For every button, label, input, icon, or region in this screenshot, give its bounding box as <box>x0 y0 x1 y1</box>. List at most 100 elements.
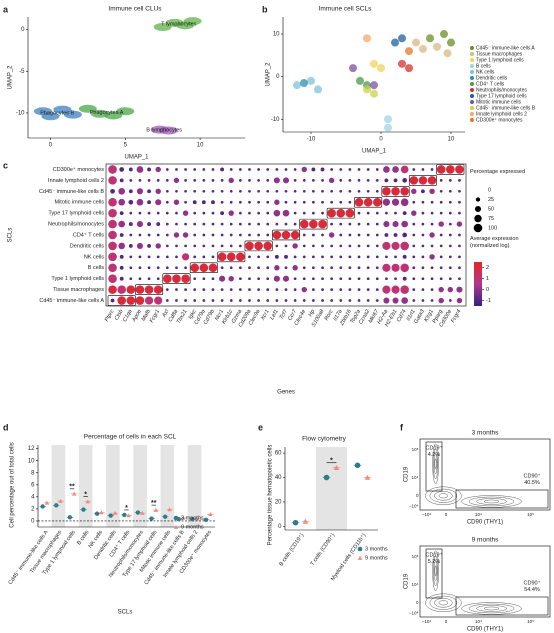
x-tick-label: 10⁵ <box>527 512 534 517</box>
y-tick-label: 0 <box>416 600 419 605</box>
expression-dot <box>412 255 416 259</box>
data-point <box>112 510 118 515</box>
gene-label: Rorc <box>324 309 335 322</box>
expression-dot <box>382 198 391 206</box>
expression-dot <box>199 263 209 273</box>
expression-dot <box>126 296 136 305</box>
expression-dot <box>391 198 400 206</box>
expression-dot <box>430 277 434 281</box>
legend-label: B cells <box>476 63 491 69</box>
y-tick-label: 10⁴ <box>412 475 419 480</box>
expression-dot <box>119 265 124 270</box>
significance-label: * <box>125 505 128 512</box>
legend-swatch <box>470 58 474 62</box>
expression-dot <box>339 189 343 193</box>
data-point <box>203 517 209 522</box>
expression-dot <box>108 285 117 294</box>
expression-dot <box>348 255 352 259</box>
expression-dot <box>302 211 306 215</box>
y-axis-label: Percentage tissue hematopoietic cells <box>268 445 274 546</box>
expression-dot <box>108 263 117 273</box>
expression-dot <box>293 168 297 171</box>
gene-label: Ccr7 <box>287 308 298 322</box>
expression-dot <box>439 244 443 248</box>
cluster-point <box>370 81 378 90</box>
expression-dot <box>248 200 251 204</box>
expression-dot <box>154 296 163 305</box>
gate <box>425 548 443 599</box>
expression-dot <box>211 168 215 171</box>
expression-dot <box>220 189 224 193</box>
expression-dot <box>312 277 315 281</box>
expression-dot <box>136 188 143 195</box>
expression-dot <box>108 230 117 240</box>
expression-dot <box>275 299 279 302</box>
row-label: Tissue macrophages <box>53 287 104 293</box>
expression-dot <box>238 299 242 302</box>
x-tick-label: 0 <box>49 143 53 149</box>
y-axis-label: CD19 <box>404 573 410 589</box>
size-legend-label: 100 <box>488 225 497 231</box>
expression-dot <box>128 222 133 226</box>
expression-dot <box>220 200 224 204</box>
density-contour <box>434 491 453 501</box>
expression-dot <box>193 168 197 171</box>
data-point <box>149 516 154 521</box>
expression-dot <box>383 297 390 304</box>
expression-dot <box>302 266 306 270</box>
y-tick-label: 10⁵ <box>412 554 419 559</box>
expression-dot <box>117 296 126 305</box>
expression-dot <box>220 244 224 248</box>
expression-dot <box>348 179 352 182</box>
expression-dot <box>257 222 260 226</box>
chart-title: Immune cell CLUs <box>108 6 162 13</box>
expression-dot <box>321 244 324 248</box>
cluster-point <box>377 64 385 73</box>
cluster-point <box>41 112 60 121</box>
flow-frame <box>419 545 551 618</box>
expression-dot <box>321 211 324 215</box>
expression-dot <box>108 252 117 262</box>
cluster-point <box>412 38 420 47</box>
expression-dot <box>455 165 464 174</box>
expression-dot <box>448 266 452 270</box>
gate-name: CD90⁺ <box>524 579 541 586</box>
expression-dot <box>330 255 334 259</box>
data-point <box>180 515 186 520</box>
expression-dot <box>421 211 425 215</box>
expression-dot <box>385 211 388 215</box>
x-axis-label: CD90 (THY1) <box>467 520 503 526</box>
expression-dot <box>220 299 224 302</box>
expression-dot <box>238 211 242 215</box>
expression-dot <box>165 211 169 215</box>
x-tick-label: −10⁴ <box>422 619 432 624</box>
data-point <box>190 516 195 522</box>
colorbar-label: -1 <box>486 298 491 304</box>
expression-dot <box>274 199 280 205</box>
data-point <box>364 474 371 480</box>
legend-swatch <box>470 70 474 74</box>
expression-dot <box>448 233 452 237</box>
data-point <box>81 507 86 512</box>
expression-dot <box>248 211 251 215</box>
chart-title: Immune cell SCLs <box>319 6 372 13</box>
expression-dot <box>184 244 187 248</box>
expression-dot <box>147 179 151 182</box>
expression-dot <box>193 255 197 259</box>
data-point <box>85 499 91 504</box>
expression-dot <box>421 266 425 270</box>
significance-label: ** <box>151 500 157 507</box>
expression-dot <box>366 299 370 302</box>
expression-dot <box>211 288 215 291</box>
expression-dot <box>184 200 187 204</box>
row-label: Type 1 lymphoid cells <box>51 276 104 282</box>
size-legend-dot <box>474 214 482 223</box>
expression-dot <box>228 177 234 184</box>
expression-dot <box>429 188 435 195</box>
expression-dot <box>147 244 151 248</box>
row-label: Mitotic immune cells <box>54 200 104 206</box>
x-tick-label: B cells (CD19⁺) <box>278 532 306 568</box>
expression-dot <box>118 242 126 250</box>
expression-dot <box>173 177 180 184</box>
x-axis-label: CD90 (THY1) <box>467 627 503 633</box>
